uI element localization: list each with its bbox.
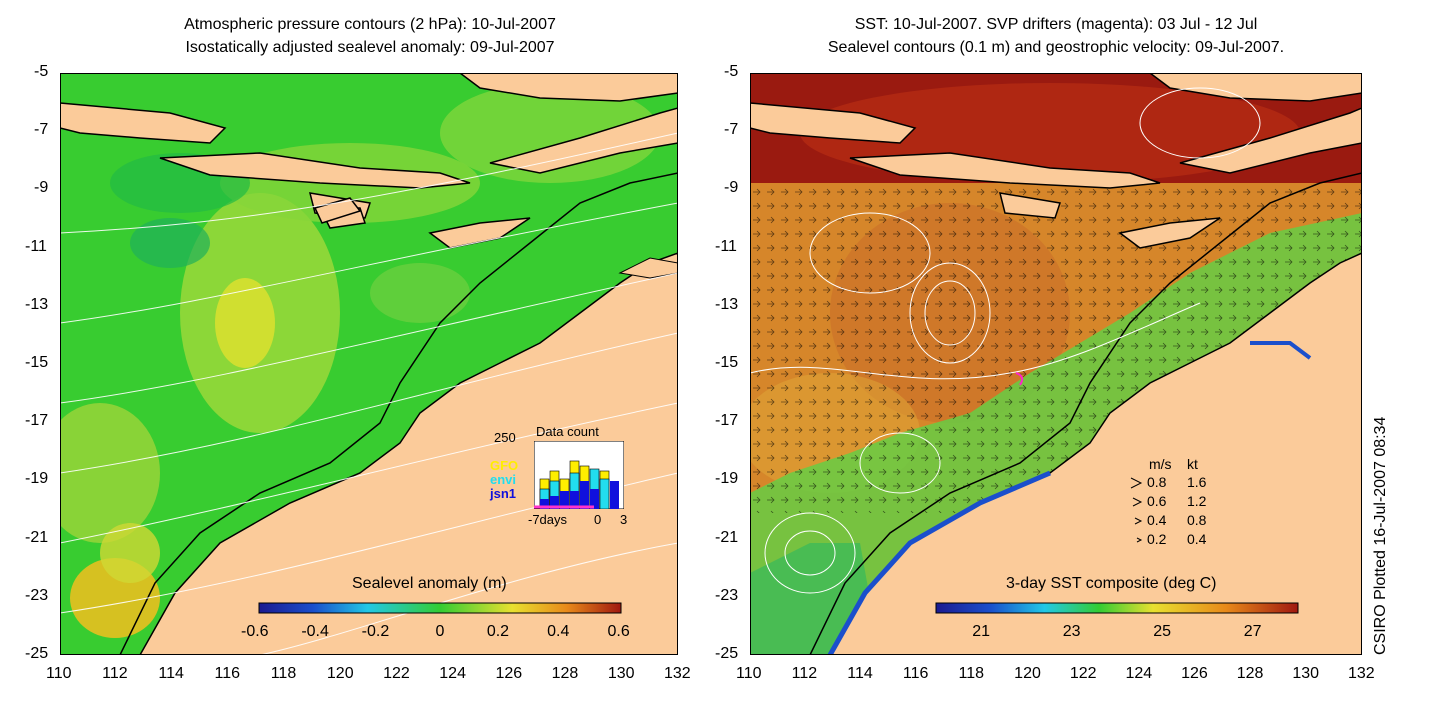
inset-title: Data count [536, 424, 599, 439]
left-x-tick: 124 [439, 665, 466, 682]
left-y-tick: -17 [25, 412, 49, 430]
velocity-key-ms: 0.8 [1147, 474, 1167, 490]
right-y-tick: -15 [715, 354, 739, 371]
right-y-tick: -9 [724, 179, 739, 197]
left-x-tick: 112 [102, 665, 128, 682]
left-y-tick: -15 [25, 354, 49, 371]
left-x-tick: 114 [158, 665, 184, 682]
right-title-line2: Sealevel contours (0.1 m) and geostrophi… [827, 39, 1285, 56]
right-x-tick: 124 [1125, 665, 1153, 682]
sealevel-colorbar-tick: -0.2 [361, 623, 390, 640]
sealevel-map [60, 73, 678, 655]
left-x-tick: 126 [495, 665, 523, 682]
left-x-tick: 118 [270, 665, 297, 682]
right-y-tick: -11 [715, 237, 737, 255]
sealevel-colorbar-tick: -0.6 [241, 623, 269, 640]
left-y-tick: -5 [34, 63, 49, 80]
right-y-tick: -5 [724, 63, 739, 80]
velocity-arrow-icon [1134, 517, 1143, 525]
right-y-tick: -23 [715, 586, 739, 604]
sealevel-colorbar-tick: 0 [435, 623, 445, 640]
left-y-tick: -9 [34, 179, 49, 197]
velocity-key-kt: 0.8 [1187, 512, 1207, 528]
left-y-tick: -13 [25, 295, 49, 313]
left-x-tick: 122 [383, 665, 410, 682]
credit-label: CSIRO Plotted 16-Jul-2007 08:34 [1372, 416, 1389, 655]
left-y-tick: -7 [34, 121, 49, 139]
right-y-tick: -25 [715, 645, 739, 662]
left-x-tick: 128 [551, 665, 579, 682]
sst-colorbar-tick: 21 [972, 623, 991, 640]
left-x-tick: 110 [46, 665, 72, 682]
right-y-tick: -19 [715, 470, 739, 488]
right-y-tick: -7 [724, 121, 739, 139]
sealevel-colorbar [258, 602, 622, 614]
velocity-key-ms: 0.2 [1147, 531, 1167, 547]
velocity-key-header-ms: m/s [1149, 456, 1172, 472]
sealevel-colorbar-tick: -0.4 [301, 623, 329, 640]
right-y-tick: -13 [715, 295, 739, 313]
velocity-key-header-kt: kt [1187, 456, 1198, 472]
left-y-tick: -25 [25, 645, 49, 662]
left-y-tick: -21 [25, 528, 49, 546]
inset-xlabel: -7days [528, 512, 568, 527]
sealevel-colorbar-label: Sealevel anomaly (m) [352, 575, 507, 592]
inset-xtick-0: 0 [594, 512, 602, 527]
inset-legend-envi: envi [490, 472, 517, 487]
left-x-tick: 130 [607, 665, 635, 682]
right-x-tick: 112 [791, 665, 818, 682]
left-title-line1: Atmospheric pressure contours (2 hPa): 1… [184, 16, 556, 33]
velocity-key-kt: 1.2 [1187, 493, 1207, 509]
inset-legend-gfo: GFO [490, 458, 519, 473]
inset-250-label: 250 [494, 430, 516, 445]
inset-bars [534, 441, 624, 509]
left-y-tick: -23 [25, 586, 49, 604]
velocity-arrow-icon [1130, 477, 1143, 489]
sst-map [750, 73, 1362, 655]
right-x-tick: 122 [1069, 665, 1097, 682]
left-x-tick: 132 [664, 665, 691, 682]
sealevel-map-panel [60, 73, 678, 655]
velocity-key-kt: 1.6 [1187, 474, 1207, 490]
sst-colorbar-tick: 25 [1153, 623, 1172, 640]
data-count-inset: 250 Data count GFO envi jsn1 -7days 0 3 [490, 424, 630, 530]
sealevel-colorbar-tick: 0.6 [607, 623, 630, 640]
right-y-tick: -21 [715, 528, 739, 546]
left-x-tick: 116 [214, 665, 241, 682]
right-x-tick: 114 [847, 665, 873, 682]
right-x-tick: 120 [1014, 665, 1041, 682]
right-y-tick: -17 [715, 412, 739, 430]
right-x-tick: 126 [1181, 665, 1208, 682]
velocity-key-ms: 0.4 [1147, 512, 1167, 528]
sst-colorbar [935, 602, 1299, 614]
velocity-key-ms: 0.6 [1147, 493, 1167, 509]
velocity-arrow-icon [1132, 497, 1143, 507]
right-title-line1: SST: 10-Jul-2007. SVP drifters (magenta)… [854, 16, 1258, 33]
velocity-arrow-icon [1136, 537, 1143, 543]
velocity-key-kt: 0.4 [1187, 531, 1207, 547]
right-x-tick: 110 [736, 665, 762, 682]
right-x-tick: 130 [1292, 665, 1320, 682]
left-y-tick: -11 [25, 237, 47, 255]
right-x-tick: 132 [1348, 665, 1375, 682]
right-x-tick: 128 [1236, 665, 1264, 682]
left-x-tick: 120 [326, 665, 354, 682]
sealevel-colorbar-tick: 0.2 [486, 623, 510, 640]
sst-colorbar-label: 3-day SST composite (deg C) [1006, 575, 1217, 592]
right-x-tick: 116 [902, 665, 929, 682]
sst-map-panel [750, 73, 1362, 655]
sst-colorbar-tick: 27 [1243, 623, 1262, 640]
left-title-line2: Isostatically adjusted sealevel anomaly:… [185, 39, 555, 56]
left-y-tick: -19 [25, 470, 49, 488]
right-x-tick: 118 [958, 665, 985, 682]
sst-colorbar-tick: 23 [1062, 623, 1081, 640]
inset-legend-jsn1: jsn1 [490, 486, 517, 501]
inset-xtick-3: 3 [620, 512, 628, 527]
velocity-key: m/s kt 0.8 1.6 0.6 1.2 0.4 0.8 0.2 0.4 [1125, 456, 1225, 547]
sealevel-colorbar-tick: 0.4 [547, 623, 570, 640]
